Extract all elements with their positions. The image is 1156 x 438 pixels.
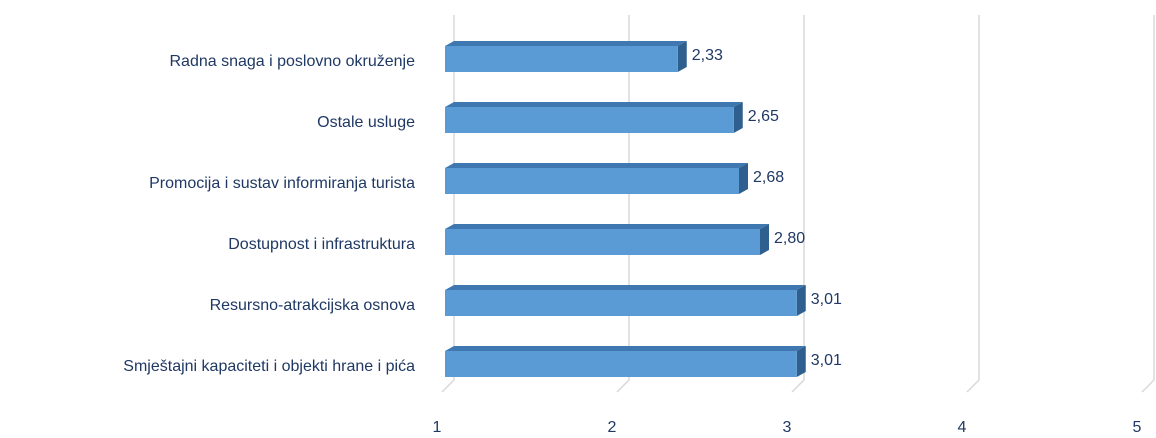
- y-tick-label: Resursno-atrakcijska osnova: [210, 297, 416, 314]
- bar-value-label: 2,65: [748, 108, 779, 125]
- bar: [445, 46, 678, 72]
- bar-value-label: 3,01: [811, 352, 842, 369]
- y-tick-label: Dostupnost i infrastruktura: [228, 236, 415, 253]
- bar-value-label: 2,68: [753, 169, 784, 186]
- bar-side: [739, 163, 748, 194]
- grid-line: [441, 15, 455, 393]
- bar: [445, 290, 797, 316]
- x-tick-label: 3: [783, 419, 792, 436]
- bar: [445, 168, 739, 194]
- x-tick-label: 5: [1133, 419, 1142, 436]
- y-tick-label: Promocija i sustav informiranja turista: [149, 175, 415, 192]
- grid-line: [1141, 15, 1155, 393]
- x-tick-label: 1: [433, 419, 442, 436]
- bar-top: [445, 346, 806, 351]
- grid-line: [791, 15, 805, 393]
- bar-top: [445, 102, 743, 107]
- x-tick-label: 4: [958, 419, 967, 436]
- grid-line: [616, 15, 630, 393]
- bar-top: [445, 224, 769, 229]
- bar-value-label: 3,01: [811, 291, 842, 308]
- bar: [445, 351, 797, 377]
- bar-side: [677, 41, 687, 72]
- bar-value-label: 2,80: [774, 230, 805, 247]
- bar-top: [445, 163, 748, 168]
- bar: [445, 107, 734, 133]
- y-tick-label: Ostale usluge: [317, 114, 415, 131]
- y-tick-label: Radna snaga i poslovno okruženje: [170, 53, 416, 70]
- bar-side: [733, 102, 743, 133]
- y-tick-label: Smještajni kapaciteti i objekti hrane i …: [123, 358, 415, 375]
- bar-value-label: 2,33: [692, 47, 723, 64]
- bar-side: [760, 224, 769, 255]
- grid-line: [966, 15, 980, 393]
- bar-top: [445, 41, 687, 46]
- bar: [445, 229, 760, 255]
- bar-top: [445, 285, 806, 290]
- x-tick-label: 2: [608, 419, 617, 436]
- bar-side: [796, 346, 806, 377]
- bar-side: [796, 285, 806, 316]
